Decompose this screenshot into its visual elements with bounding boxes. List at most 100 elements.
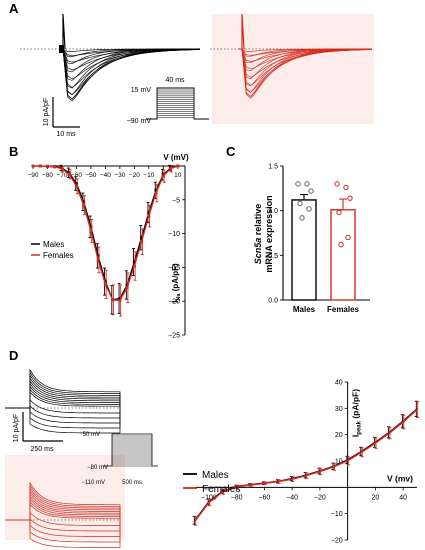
late-current-trace <box>5 486 121 521</box>
female-late-current-traces <box>5 481 121 548</box>
late-current-trace <box>5 503 121 537</box>
protocol-outline <box>103 433 158 467</box>
y-tick-label: −20 <box>168 299 180 306</box>
panel-a-voltage-protocol <box>146 87 209 120</box>
late-current-trace <box>5 391 121 424</box>
panel-d-scale-x-label: 250 ms <box>31 446 54 453</box>
x-tick-label: 40 <box>399 494 407 501</box>
sodium-current-trace <box>59 22 201 71</box>
y-tick-label: 1.0 <box>268 208 278 215</box>
x-tick-label: −50 <box>85 172 96 179</box>
panel-d-protocol-top-label: 50 mV <box>83 432 100 438</box>
data-point <box>74 184 78 188</box>
data-point <box>103 282 107 286</box>
late-current-trace <box>5 371 121 409</box>
female-trace-shadow <box>212 14 374 124</box>
data-point <box>154 191 158 195</box>
panel-b-legend: Males Females <box>31 240 74 260</box>
y-tick-label: 0.5 <box>268 253 278 260</box>
y-tick-label: 30 <box>335 406 343 413</box>
x-tick-label: −60 <box>258 494 270 501</box>
legend-b-female-label: Females <box>43 251 74 260</box>
x-tick-label: −30 <box>114 172 125 179</box>
late-current-trace <box>5 484 121 521</box>
series-line-females <box>194 409 418 522</box>
panel-a-traces: 10 pA/pF 10 ms 15 mV −90 mV 40 ms <box>20 13 373 138</box>
y-tick-label: −10 <box>331 511 343 518</box>
late-current-trace <box>5 382 121 409</box>
late-current-trace <box>5 379 121 409</box>
data-point <box>38 164 42 168</box>
legend-b-male-label: Males <box>43 240 64 249</box>
data-point <box>125 286 129 290</box>
late-current-trace <box>5 504 121 543</box>
bar-females <box>330 209 356 301</box>
panel-d-traces: 10 pA/pF 250 ms 50 mV −80 mV −110 mV 500… <box>5 368 158 548</box>
legend-d-female-label: Females <box>202 484 240 495</box>
x-axis-title: V (mV) <box>163 153 189 162</box>
late-current-trace <box>5 481 121 521</box>
panel-label-c: C <box>226 144 236 159</box>
data-point <box>176 164 180 168</box>
individual-point <box>299 215 305 221</box>
panel-d-legend: Males Females <box>183 470 240 495</box>
y-tick-label: 1.5 <box>268 164 278 171</box>
data-point <box>96 254 100 258</box>
late-current-trace <box>5 389 121 414</box>
late-current-trace <box>5 386 121 409</box>
capacitive-transient <box>241 13 245 50</box>
late-current-trace <box>5 393 121 434</box>
data-point <box>132 264 136 268</box>
y-tick-label: 10 <box>335 459 343 466</box>
x-tick-label: −80 <box>231 494 243 501</box>
y-tick-label: −25 <box>168 333 180 340</box>
x-tick-label: −60 <box>71 172 82 179</box>
late-current-trace <box>5 392 121 429</box>
series-line-males <box>33 165 178 301</box>
y-tick-label: 0.0 <box>268 298 278 305</box>
individual-point <box>347 195 353 201</box>
panel-d-protocol-mid-label: −80 mV <box>87 465 108 471</box>
data-point <box>140 240 144 244</box>
y-tick-label: −15 <box>168 265 180 272</box>
data-point <box>125 283 129 287</box>
x-tick-label: −70 <box>56 172 67 179</box>
x-tick-label: −40 <box>286 494 298 501</box>
individual-point <box>343 184 349 191</box>
category-label: Females <box>327 305 360 314</box>
panel-a-protocol-duration-label: 40 ms <box>165 77 185 84</box>
panel-d-scale-y-label: 10 pA/pF <box>13 414 20 442</box>
late-current-trace <box>5 374 121 409</box>
late-current-trace <box>5 492 121 521</box>
sodium-current-trace <box>59 22 200 64</box>
late-current-trace <box>5 501 121 526</box>
late-current-trace <box>5 505 121 548</box>
y-tick-label: −5 <box>172 197 180 204</box>
panel-a-scale-y-label: 10 pA/pF <box>43 98 50 126</box>
x-tick-label: −100 <box>201 494 217 501</box>
sodium-current-trace <box>238 22 372 56</box>
individual-point <box>304 181 310 187</box>
y-tick-label: 20 <box>335 432 343 439</box>
y-axis-title: INa (pA/pF) <box>171 263 182 303</box>
late-current-trace <box>5 495 121 521</box>
panel-b-iv-curve: −90−80−70−60−50−40−30−20−10010−5−10−15−2… <box>27 153 189 340</box>
data-point <box>103 280 107 284</box>
data-point <box>82 203 86 207</box>
y-tick-label: 40 <box>335 380 343 387</box>
capacitive-transient <box>62 13 66 50</box>
bar-males <box>291 199 317 301</box>
female-sodium-current-traces <box>238 13 373 99</box>
panel-c-y-axis-label: Scn5a relative <box>253 204 263 265</box>
panel-c-bar-chart: 0.0 0.5 1.0 1.5 Males Females <box>268 164 370 314</box>
protocol-outline <box>146 87 209 120</box>
male-sodium-current-traces <box>59 13 201 102</box>
x-tick-label: −20 <box>129 172 140 179</box>
male-late-current-traces <box>5 368 121 434</box>
late-current-trace <box>5 377 121 409</box>
data-point <box>31 164 35 168</box>
panel-a-scale-x-label: 10 ms <box>56 131 76 138</box>
panel-a-protocol-top-label: 15 mV <box>131 87 152 94</box>
y-axis-title: Ipeak (pA/pF) <box>351 389 363 437</box>
